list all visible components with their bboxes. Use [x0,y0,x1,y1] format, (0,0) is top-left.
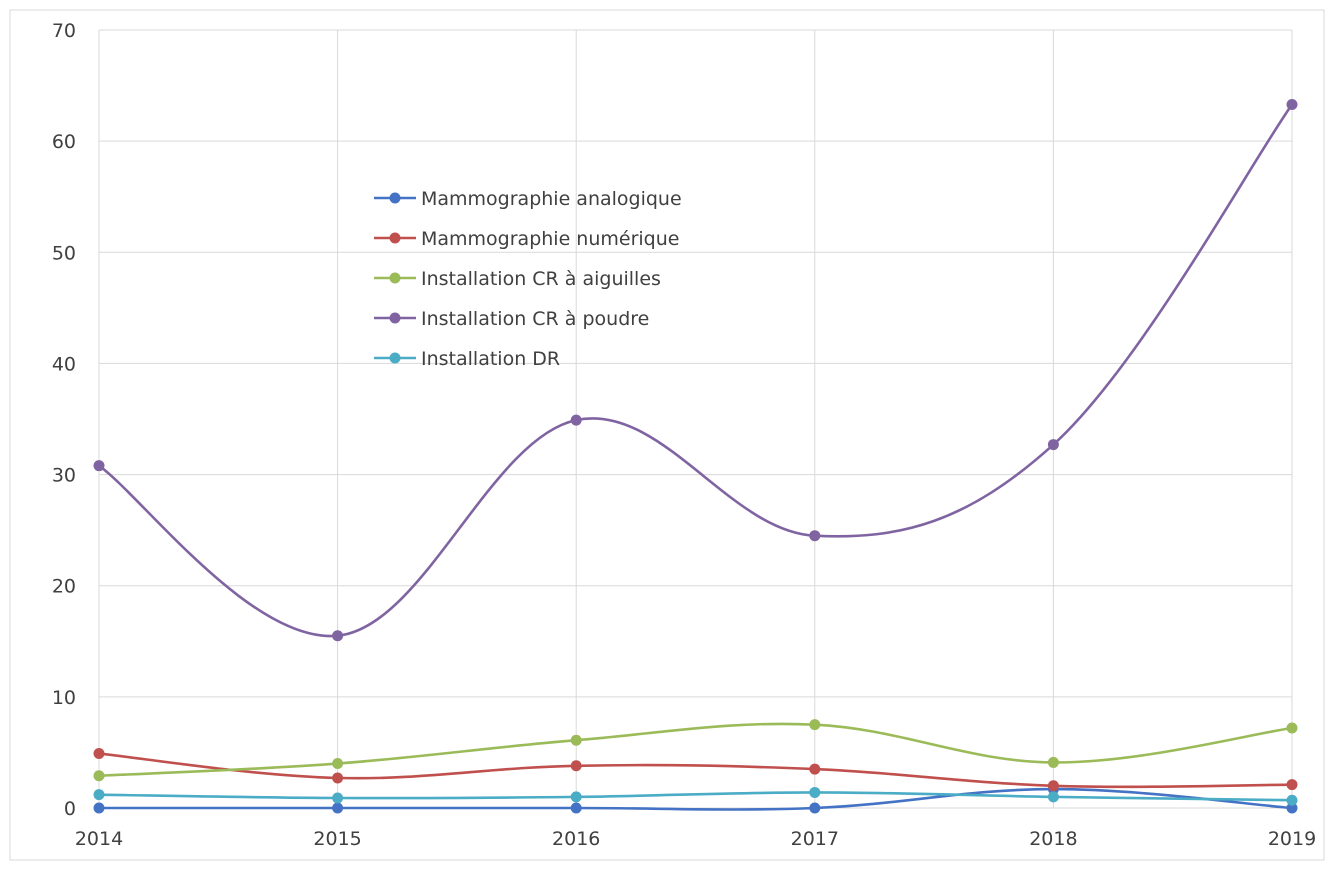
data-point [93,802,105,814]
y-tick-label: 0 [64,798,76,820]
y-axis-ticks: 0 10 20 30 40 50 60 70 [52,20,76,820]
legend-label: Mammographie analogique [421,188,682,210]
series-2 [93,719,1298,782]
legend-marker [389,272,401,284]
y-tick-label: 60 [52,131,76,153]
legend-label: Installation DR [421,348,560,370]
data-point [809,802,821,814]
y-tick-label: 40 [52,353,76,375]
y-tick-label: 10 [52,687,76,709]
series-line [98,791,1293,802]
data-point [809,719,821,731]
legend-marker [389,312,401,324]
x-tick-label: 2017 [791,828,839,850]
series-line [98,787,1293,811]
data-point [809,786,821,798]
data-point [332,802,344,814]
data-point [1047,439,1059,451]
x-tick-label: 2014 [75,828,123,850]
series-4 [93,786,1298,806]
legend-label: Installation CR à poudre [421,308,649,330]
data-point [1286,802,1298,814]
series-1 [93,748,1298,792]
data-point [332,772,344,784]
legend-item: Installation DR [374,348,560,370]
legend-marker [389,352,401,364]
legend: Mammographie analogique Mammographie numé… [374,188,682,370]
series-line [98,722,1293,778]
data-point [1286,794,1298,806]
series-line [98,752,1293,789]
data-point [93,789,105,801]
data-point [809,763,821,775]
series-3 [93,98,1298,642]
data-point [570,734,582,746]
series-line [98,103,1294,638]
data-point [570,760,582,772]
data-point [570,802,582,814]
data-point [570,414,582,426]
legend-item: Installation CR à aiguilles [374,268,661,290]
legend-item: Mammographie numérique [374,228,679,250]
legend-label: Installation CR à aiguilles [421,268,661,290]
legend-marker [389,192,401,204]
legend-item: Installation CR à poudre [374,308,649,330]
data-point [332,630,344,642]
data-point [332,758,344,770]
legend-marker [389,232,401,244]
data-point [93,460,105,472]
y-tick-label: 30 [52,465,76,487]
data-point [1047,791,1059,803]
legend-item: Mammographie analogique [374,188,682,210]
data-point [93,770,105,782]
data-point [332,792,344,804]
gridlines [98,29,1293,809]
series-layer [93,98,1298,814]
legend-label: Mammographie numérique [421,228,679,250]
data-point [93,748,105,760]
data-point [1047,780,1059,792]
x-tick-label: 2016 [552,828,600,850]
data-point [570,791,582,803]
y-tick-label: 50 [52,242,76,264]
data-point [1286,779,1298,791]
x-tick-label: 2015 [313,828,361,850]
chart-border [9,9,1325,861]
data-point [1286,98,1298,110]
data-point [1286,722,1298,734]
data-point [809,530,821,542]
x-tick-label: 2019 [1268,828,1316,850]
data-point [1047,756,1059,768]
y-tick-label: 20 [52,576,76,598]
y-tick-label: 70 [52,20,76,42]
x-tick-label: 2018 [1029,828,1077,850]
x-axis-ticks: 2014 2015 2016 2017 2018 2019 [75,828,1316,850]
